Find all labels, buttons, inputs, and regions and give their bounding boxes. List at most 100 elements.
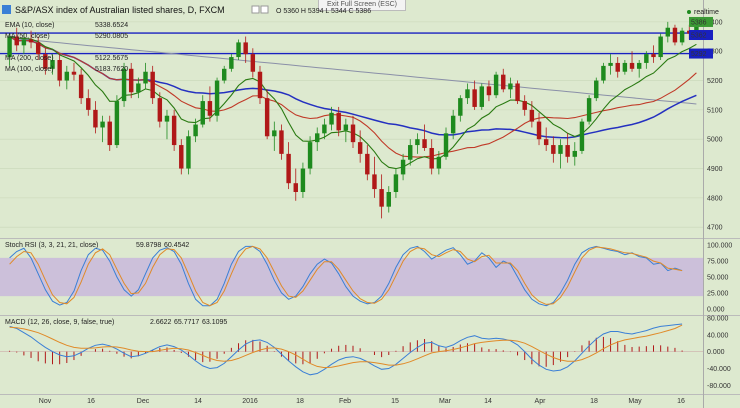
candle-body [114, 101, 120, 146]
candle-body [615, 62, 620, 72]
macd-signal-value: 63.1095 [202, 319, 227, 326]
candle-body [107, 121, 112, 146]
price-tick-label: 5100 [707, 107, 723, 114]
candle-body [264, 98, 270, 137]
ohlc-readout: O 5360 H 5394 L 5344 C 5386 [251, 5, 371, 15]
candle-body [207, 101, 213, 116]
macd-signal-line [9, 324, 683, 369]
price-tick-label: 5300 [707, 49, 723, 56]
x-tick-label: 16 [677, 398, 685, 405]
macd-hist-value: 2.6622 [150, 319, 172, 326]
x-tick-label: 16 [87, 398, 95, 405]
candle-body [672, 27, 678, 43]
macd-lines [0, 323, 703, 376]
candle-body [350, 124, 356, 143]
x-tick-label: May [628, 398, 642, 405]
rsi-tick-label: 100.000 [707, 243, 732, 250]
candle-body [100, 121, 105, 128]
candle-body [28, 39, 34, 43]
price-tag-label: 5386 [691, 19, 707, 26]
settings-icon[interactable] [260, 5, 269, 14]
candle-body [279, 130, 284, 154]
candle-body [415, 139, 420, 146]
ma50-value: 5290.0805 [95, 33, 128, 40]
candle-body [250, 54, 256, 72]
candle-body [307, 142, 313, 169]
candle-body [214, 80, 220, 116]
candle-body [372, 174, 377, 190]
price-tick-label: 4800 [707, 195, 723, 202]
candle-body [164, 115, 170, 122]
macd-tick-label: -40.000 [707, 366, 731, 373]
macd-tick-label: 40.000 [707, 332, 729, 339]
macd-label: MACD (12, 26, close, 9, false, true) [5, 319, 114, 326]
candle-body [322, 124, 327, 134]
candle-body [393, 174, 399, 192]
stoch-rsi-label: Stoch RSI (3, 3, 21, 21, close) [5, 242, 98, 249]
candle-body [186, 136, 191, 169]
candle-body [622, 62, 628, 72]
candle-body [357, 142, 363, 154]
rsi-band [0, 257, 703, 297]
candle-body [508, 83, 513, 90]
candle-body [171, 115, 177, 146]
candle-body [458, 98, 463, 116]
candle-body [128, 68, 134, 93]
ma100-value: 5183.7620 [95, 66, 128, 73]
candle-body [7, 36, 12, 58]
candle-body [436, 156, 442, 169]
candle-body [501, 74, 506, 90]
collapse-icon[interactable] [2, 5, 11, 14]
candle-body [336, 112, 341, 131]
eye-icon[interactable] [251, 5, 260, 14]
ma200-value: 5122.5675 [95, 55, 128, 62]
candle-body [57, 60, 62, 81]
stoch-rsi-d-line [9, 245, 683, 307]
ma200-line [9, 37, 697, 105]
ma100-label: MA (100, close) [5, 66, 54, 73]
rsi-tick-label: 75.000 [707, 259, 729, 266]
x-tick-label: 2016 [242, 398, 258, 405]
candle-body [515, 83, 520, 102]
ema-label: EMA (10, close) [5, 22, 54, 29]
rsi-tick-label: 0.000 [707, 306, 725, 313]
x-tick-label: 15 [391, 398, 399, 405]
macd-tick-label: 0.000 [707, 349, 725, 356]
price-tag-box [689, 48, 713, 59]
rsi-tick-label: 25.000 [707, 290, 729, 297]
candle-body [493, 74, 499, 96]
ema-value: 5338.6524 [95, 22, 128, 29]
candle-body [329, 112, 334, 125]
candle-body [365, 153, 370, 175]
price-tick-label: 5400 [707, 19, 723, 26]
price-tag-box [689, 30, 713, 41]
candle-body [422, 139, 427, 148]
candle-body [386, 192, 391, 207]
candle-body [157, 98, 163, 122]
candle-body [472, 89, 477, 107]
ma50-label: MA (50, close) [5, 33, 50, 40]
candle-body [601, 65, 606, 81]
candle-body [565, 145, 570, 157]
candle-body [558, 145, 563, 154]
candle-body [35, 42, 41, 55]
macd-tick-label: -80.000 [707, 383, 731, 390]
candle-body [286, 153, 291, 184]
candle-body [257, 71, 263, 99]
candle-body [644, 54, 649, 63]
candle-body [450, 115, 456, 134]
x-tick-label: 14 [484, 398, 492, 405]
candle-body [78, 74, 84, 99]
macd-tick-label: 80.000 [707, 316, 729, 323]
candle-body [572, 150, 578, 157]
candle-body [21, 39, 27, 46]
price-tag-box [689, 16, 713, 27]
candle-body [465, 89, 470, 99]
exit-fullscreen-button[interactable]: Exit Full Screen (ESC) [318, 0, 406, 11]
x-tick-label: 14 [194, 398, 202, 405]
candle-body [179, 145, 184, 169]
candle-body [86, 98, 91, 110]
candle-body [408, 145, 413, 160]
candle-body [43, 54, 48, 69]
